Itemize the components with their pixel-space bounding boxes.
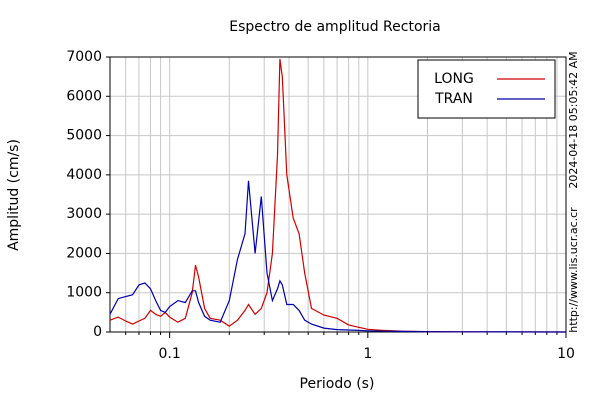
y-tick-label: 5000 — [66, 128, 102, 144]
x-tick-label: 10 — [557, 346, 575, 362]
y-tick-label: 7000 — [66, 49, 102, 65]
series-line — [109, 58, 567, 333]
x-tick-label: 0.1 — [159, 346, 181, 362]
y-axis-label: Amplitud (cm/s) — [6, 139, 22, 251]
source-url: http://www.lis.ucr.ac.cr — [567, 207, 580, 333]
plot-frame — [109, 56, 567, 333]
y-tick-label: 1000 — [66, 285, 102, 301]
y-tick-label: 0 — [93, 324, 102, 340]
y-tick-label: 6000 — [66, 88, 102, 104]
timestamp: 2024-04-18 05:05:42 AM — [567, 51, 580, 188]
x-axis-label: Periodo (s) — [300, 376, 375, 392]
legend-box — [417, 59, 556, 119]
x-tick-label: 1 — [363, 346, 372, 362]
series-line — [109, 180, 567, 333]
legend-label: LONG — [434, 71, 474, 87]
legend-label: TRAN — [434, 91, 473, 107]
chart-title: Espectro de amplitud Rectoria — [229, 19, 441, 35]
y-tick-label: 4000 — [66, 167, 102, 183]
y-tick-label: 3000 — [66, 206, 102, 222]
y-tick-label: 2000 — [66, 245, 102, 261]
